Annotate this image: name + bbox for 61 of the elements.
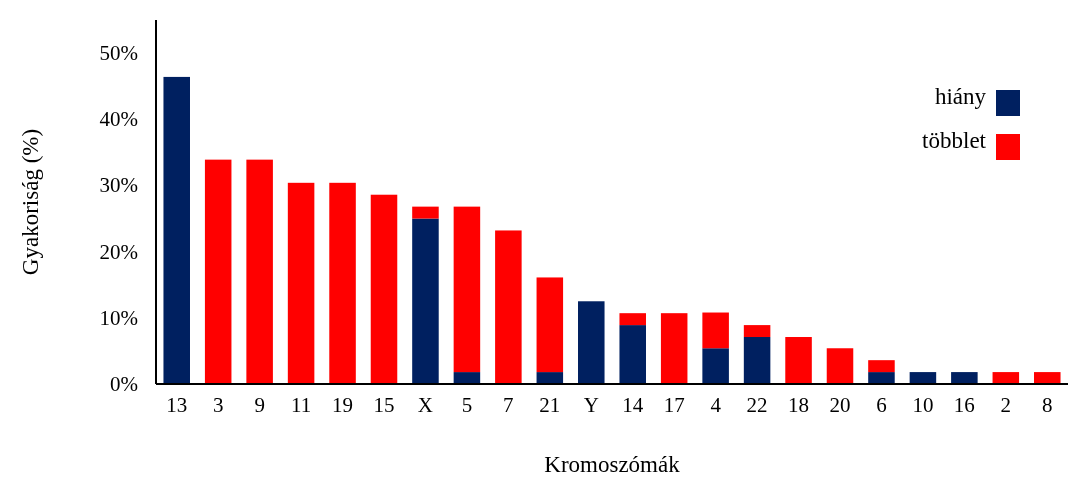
x-tick-label: X — [417, 393, 434, 417]
bar — [536, 372, 564, 384]
bar — [619, 313, 646, 326]
x-tick-label: 9 — [254, 393, 265, 417]
bar — [743, 325, 771, 338]
bar — [992, 372, 1020, 384]
bar — [204, 159, 232, 384]
bar — [578, 301, 605, 384]
x-tick-label: 21 — [539, 393, 561, 417]
bar — [702, 348, 729, 384]
x-tick-label: 19 — [332, 393, 354, 417]
x-tick-label: 10 — [912, 393, 934, 417]
x-axis-title: Kromoszómák — [544, 452, 681, 477]
x-tick-label: 16 — [953, 393, 975, 417]
y-axis-title: Gyakoriság (%) — [18, 128, 43, 276]
bar — [909, 372, 937, 384]
x-tick-label: 20 — [829, 393, 851, 417]
x-tick-label: 17 — [663, 393, 685, 417]
y-tick-label: 50% — [99, 41, 138, 66]
bar — [412, 206, 439, 219]
x-tick-label: 18 — [788, 393, 810, 417]
bar — [495, 230, 522, 384]
x-tick-label: 22 — [746, 393, 768, 417]
x-tick-label: 7 — [503, 393, 514, 417]
bar — [370, 194, 398, 384]
x-tick-label: 11 — [290, 393, 312, 417]
bar — [163, 76, 190, 384]
x-tick-label: 4 — [710, 393, 722, 417]
bar — [287, 182, 315, 384]
x-tick-label: 5 — [461, 393, 473, 417]
bar — [412, 218, 439, 384]
bar — [536, 277, 564, 373]
bar — [868, 372, 895, 384]
bar — [1034, 372, 1061, 384]
x-tick-label: 2 — [1000, 393, 1012, 417]
y-tick-label: 0% — [110, 372, 138, 396]
bar — [702, 312, 729, 349]
x-tick-label: 15 — [373, 393, 395, 417]
x-tick-label: 13 — [166, 393, 188, 417]
y-tick-label: 30% — [99, 173, 138, 198]
bar — [826, 348, 854, 384]
bar — [246, 159, 273, 384]
y-tick-label: 20% — [99, 239, 138, 264]
y-tick-label: 40% — [99, 107, 138, 132]
bar — [785, 337, 812, 384]
bar — [453, 372, 481, 384]
x-tick-label: 8 — [1042, 393, 1053, 417]
bar — [619, 325, 646, 384]
y-tick-label: 10% — [99, 305, 138, 330]
bar — [868, 360, 895, 373]
bar — [660, 313, 688, 384]
bar — [329, 182, 356, 384]
x-tick-label: Y — [583, 393, 599, 417]
x-tick-label: 14 — [622, 393, 644, 417]
legend-label: hiány — [934, 84, 987, 109]
bar — [453, 206, 481, 373]
legend-label: többlet — [922, 128, 987, 153]
x-tick-label: 3 — [212, 393, 224, 417]
bar — [743, 337, 771, 384]
x-tick-label: 6 — [876, 393, 887, 417]
bar — [951, 372, 978, 384]
